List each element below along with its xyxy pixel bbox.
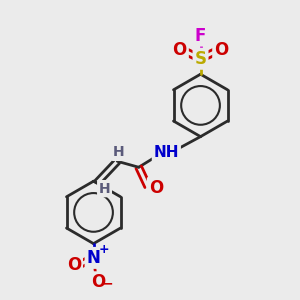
Text: S: S — [194, 50, 206, 68]
Text: O: O — [67, 256, 81, 274]
Text: O: O — [172, 41, 187, 59]
Text: H: H — [113, 146, 124, 159]
Text: H: H — [99, 182, 110, 196]
Text: −: − — [102, 277, 113, 291]
Text: N: N — [87, 249, 100, 267]
Text: O: O — [214, 41, 229, 59]
Text: NH: NH — [154, 146, 179, 160]
Text: O: O — [91, 273, 105, 291]
Text: O: O — [149, 179, 163, 197]
Text: F: F — [195, 27, 206, 45]
Text: +: + — [99, 242, 110, 256]
